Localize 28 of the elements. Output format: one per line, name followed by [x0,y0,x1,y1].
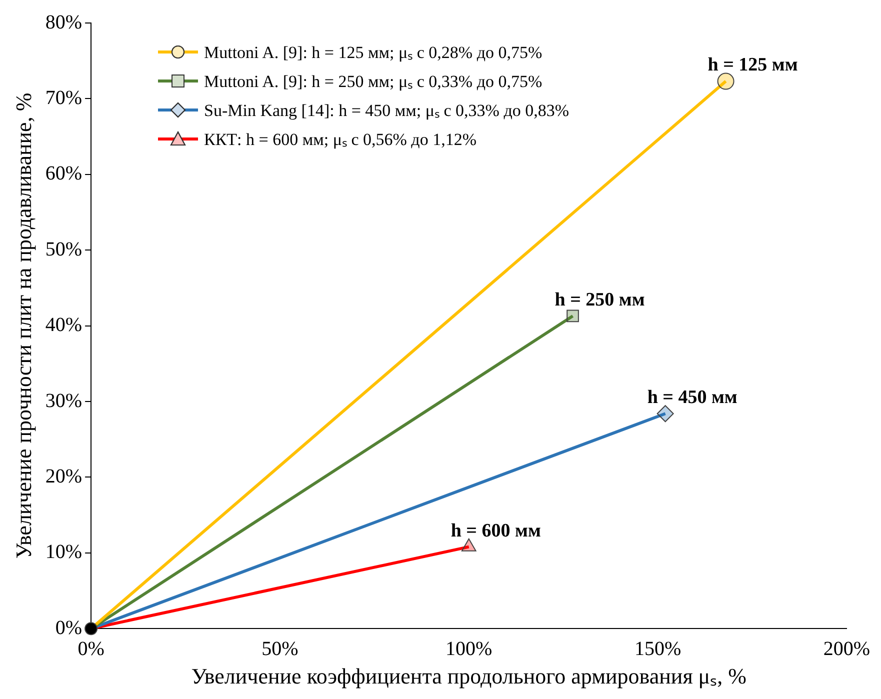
x-tick-label: 100% [446,638,492,660]
y-tick-label: 80% [45,11,82,34]
annotation: h = 600 мм [450,520,541,542]
y-tick-label: 40% [45,314,82,336]
annotation: h = 450 мм [647,387,738,408]
x-tick-label: 0% [78,638,104,660]
y-tick-label: 50% [45,238,82,260]
x-tick-label: 150% [634,638,682,660]
y-tick-label: 30% [45,390,82,412]
x-tick-label: 50% [262,638,298,660]
point [84,622,98,636]
y-tick-label: 20% [45,465,82,488]
y-tick-label: 10% [45,541,82,564]
legend-label: Su-Min Kang [14]: h = 450 мм; μₛ с 0,33% до 0,83% [204,100,570,121]
point [566,310,579,322]
y-tick-label: 60% [45,162,82,185]
x-tick-label: 200% [823,638,870,660]
legend-label: ККТ: h = 600 мм; μₛ с 0,56% до 1,12% [204,129,476,150]
y-axis-title: Увеличение прочности плит на продавливание, % [10,92,36,559]
y-tick-label: 0% [55,616,82,639]
annotation: h = 250 мм [554,289,645,310]
legend-label: Muttoni A. [9]: h = 125 мм; μₛ с 0,28% до 0,75% [204,42,542,63]
point [717,72,734,90]
annotation: h = 125 мм [708,54,798,76]
x-axis-title: Увеличение коэффициента продольного армирования μₛ, % [191,664,746,689]
point [656,405,674,422]
legend-label: Muttoni A. [9]: h = 250 мм; μₛ с 0,33% до 0,75% [204,71,542,92]
y-tick-label: 70% [45,86,82,109]
